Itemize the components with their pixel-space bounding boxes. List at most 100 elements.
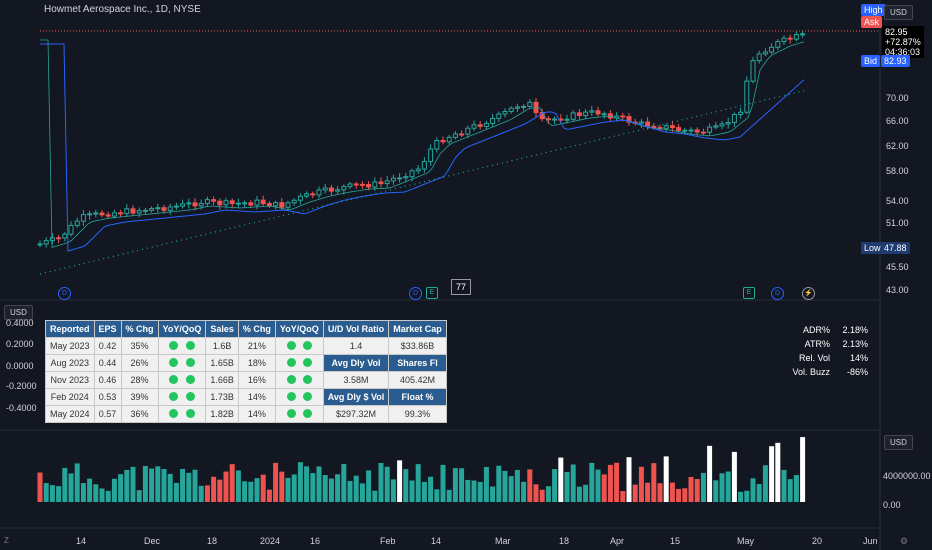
indicator-currency-button[interactable]: USD xyxy=(4,305,33,320)
candle xyxy=(762,51,768,55)
candle xyxy=(99,212,105,216)
sales-chg: 14% xyxy=(237,388,276,406)
sales-chg: 21% xyxy=(237,337,276,355)
adsv-value: $297.32M xyxy=(322,405,390,423)
volume-bar xyxy=(570,464,576,502)
currency-button[interactable]: USD xyxy=(884,5,913,20)
candle xyxy=(266,203,272,207)
volume-bar xyxy=(390,479,396,502)
candle xyxy=(366,184,372,188)
dividend-icon[interactable]: D xyxy=(771,287,784,300)
time-tick: 18 xyxy=(559,536,570,546)
candle xyxy=(93,212,99,215)
eps-chg: 26% xyxy=(120,354,159,372)
earnings-icon[interactable]: E xyxy=(743,287,755,299)
candle xyxy=(80,214,86,222)
candle xyxy=(173,205,179,208)
volume-bar xyxy=(490,486,496,502)
moving-averages xyxy=(39,39,805,275)
ma-slow-line xyxy=(40,43,805,252)
time-tick: Dec xyxy=(144,536,161,546)
volume-bar xyxy=(403,469,409,502)
table-row: Aug 2023 0.44 26% 1.65B 18% Avg Dly Vol Shar… xyxy=(45,354,447,372)
green-dot-icon xyxy=(286,340,296,350)
time-tick: 20 xyxy=(812,536,823,546)
candle xyxy=(304,193,310,197)
candle xyxy=(111,212,117,217)
dividend-icon[interactable]: D xyxy=(58,287,71,300)
table-row: May 2023 0.42 35% 1.6B 21% 1.4 $33.86B xyxy=(45,337,447,355)
candle xyxy=(793,34,799,40)
earnings-icon[interactable]: E xyxy=(426,287,438,299)
volume-bar xyxy=(105,490,111,502)
dividend-icon[interactable]: D xyxy=(409,287,422,300)
volume-bar xyxy=(539,489,545,502)
stat-value: 2.18% xyxy=(842,325,868,335)
green-dot-icon xyxy=(303,408,313,418)
eps: 0.53 xyxy=(93,388,122,406)
volume-bar xyxy=(93,484,99,502)
volume-bar xyxy=(744,490,750,502)
volume-bar xyxy=(167,473,173,502)
volume-bar xyxy=(713,480,719,502)
candle xyxy=(452,133,458,138)
volume-bar xyxy=(118,474,124,502)
split-icon[interactable]: ⚡ xyxy=(802,287,815,300)
table-row: Nov 2023 0.46 28% 1.66B 16% 3.58M 405.42M xyxy=(45,371,447,389)
col-sales: Sales xyxy=(205,320,239,338)
log-scale-icon[interactable]: Z xyxy=(4,536,9,545)
volume-bar xyxy=(731,451,737,502)
candle xyxy=(514,106,520,109)
volume-bar xyxy=(483,466,489,502)
volume-bar xyxy=(285,477,291,502)
candle xyxy=(533,101,539,114)
candle xyxy=(291,199,297,204)
volume-bar xyxy=(310,473,316,502)
volume-bar xyxy=(663,456,669,502)
volume-bar xyxy=(564,472,570,502)
volume-bar xyxy=(192,469,198,502)
volume-bar xyxy=(620,491,626,502)
candle xyxy=(465,127,471,135)
volume-bar xyxy=(62,467,68,502)
volume-bar xyxy=(521,481,527,502)
candle xyxy=(564,118,570,121)
volume-bar xyxy=(707,445,713,502)
stat-row: ATR% 2.13% xyxy=(770,337,868,351)
yoy-qoq-cell xyxy=(157,405,207,423)
volume-bar xyxy=(254,478,260,502)
candle xyxy=(124,208,130,215)
volume-currency-button[interactable]: USD xyxy=(884,435,913,450)
candle xyxy=(384,180,390,185)
volume-bar xyxy=(471,480,477,502)
volume-bar xyxy=(366,470,372,502)
volume-bar xyxy=(397,460,403,502)
settings-icon[interactable]: ⚙ xyxy=(900,536,909,546)
volume-bar xyxy=(180,468,186,502)
candle xyxy=(409,170,415,178)
mcap-value: $33.86B xyxy=(388,337,447,355)
volume-bar xyxy=(291,474,297,502)
sales: 1.6B xyxy=(205,337,239,355)
candle xyxy=(428,148,434,163)
volume-bar xyxy=(211,476,217,502)
volume-bar xyxy=(756,483,762,502)
candle xyxy=(316,189,322,196)
col-reported: Reported xyxy=(45,320,95,338)
candle xyxy=(180,203,186,207)
green-dot-icon xyxy=(185,340,195,350)
candle xyxy=(211,199,217,202)
price-tick: 58.00 xyxy=(886,166,909,176)
green-dot-icon xyxy=(286,408,296,418)
volume-bar xyxy=(614,462,620,502)
volume-bar xyxy=(297,462,303,502)
candle xyxy=(279,202,285,208)
candle xyxy=(601,113,607,116)
volume-bar xyxy=(217,479,223,502)
volume-bar xyxy=(421,481,427,502)
candle xyxy=(105,214,111,217)
high-tag: High xyxy=(861,4,886,16)
candle xyxy=(738,111,744,115)
candle xyxy=(297,195,303,201)
